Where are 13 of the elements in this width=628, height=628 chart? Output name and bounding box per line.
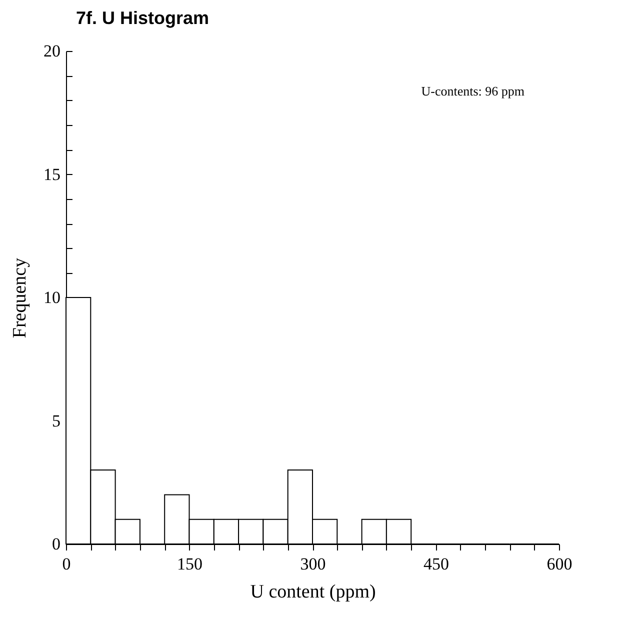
annotation: U-contents: 96 ppm bbox=[421, 84, 524, 99]
x-tick-label: 150 bbox=[177, 554, 202, 574]
y-tick-label: 5 bbox=[52, 411, 60, 430]
y-tick-label: 20 bbox=[44, 42, 60, 60]
x-tick-label: 450 bbox=[424, 554, 449, 574]
x-tick-label: 300 bbox=[300, 554, 326, 574]
chart-title: 7f. U Histogram bbox=[76, 8, 210, 28]
y-tick-label: 15 bbox=[44, 164, 60, 184]
y-tick-label: 0 bbox=[52, 534, 60, 554]
y-tick-label: 10 bbox=[44, 288, 60, 307]
y-axis-title: Frequency bbox=[10, 257, 30, 338]
x-axis-title: U content (ppm) bbox=[250, 582, 376, 602]
x-tick-label: 600 bbox=[546, 554, 572, 574]
